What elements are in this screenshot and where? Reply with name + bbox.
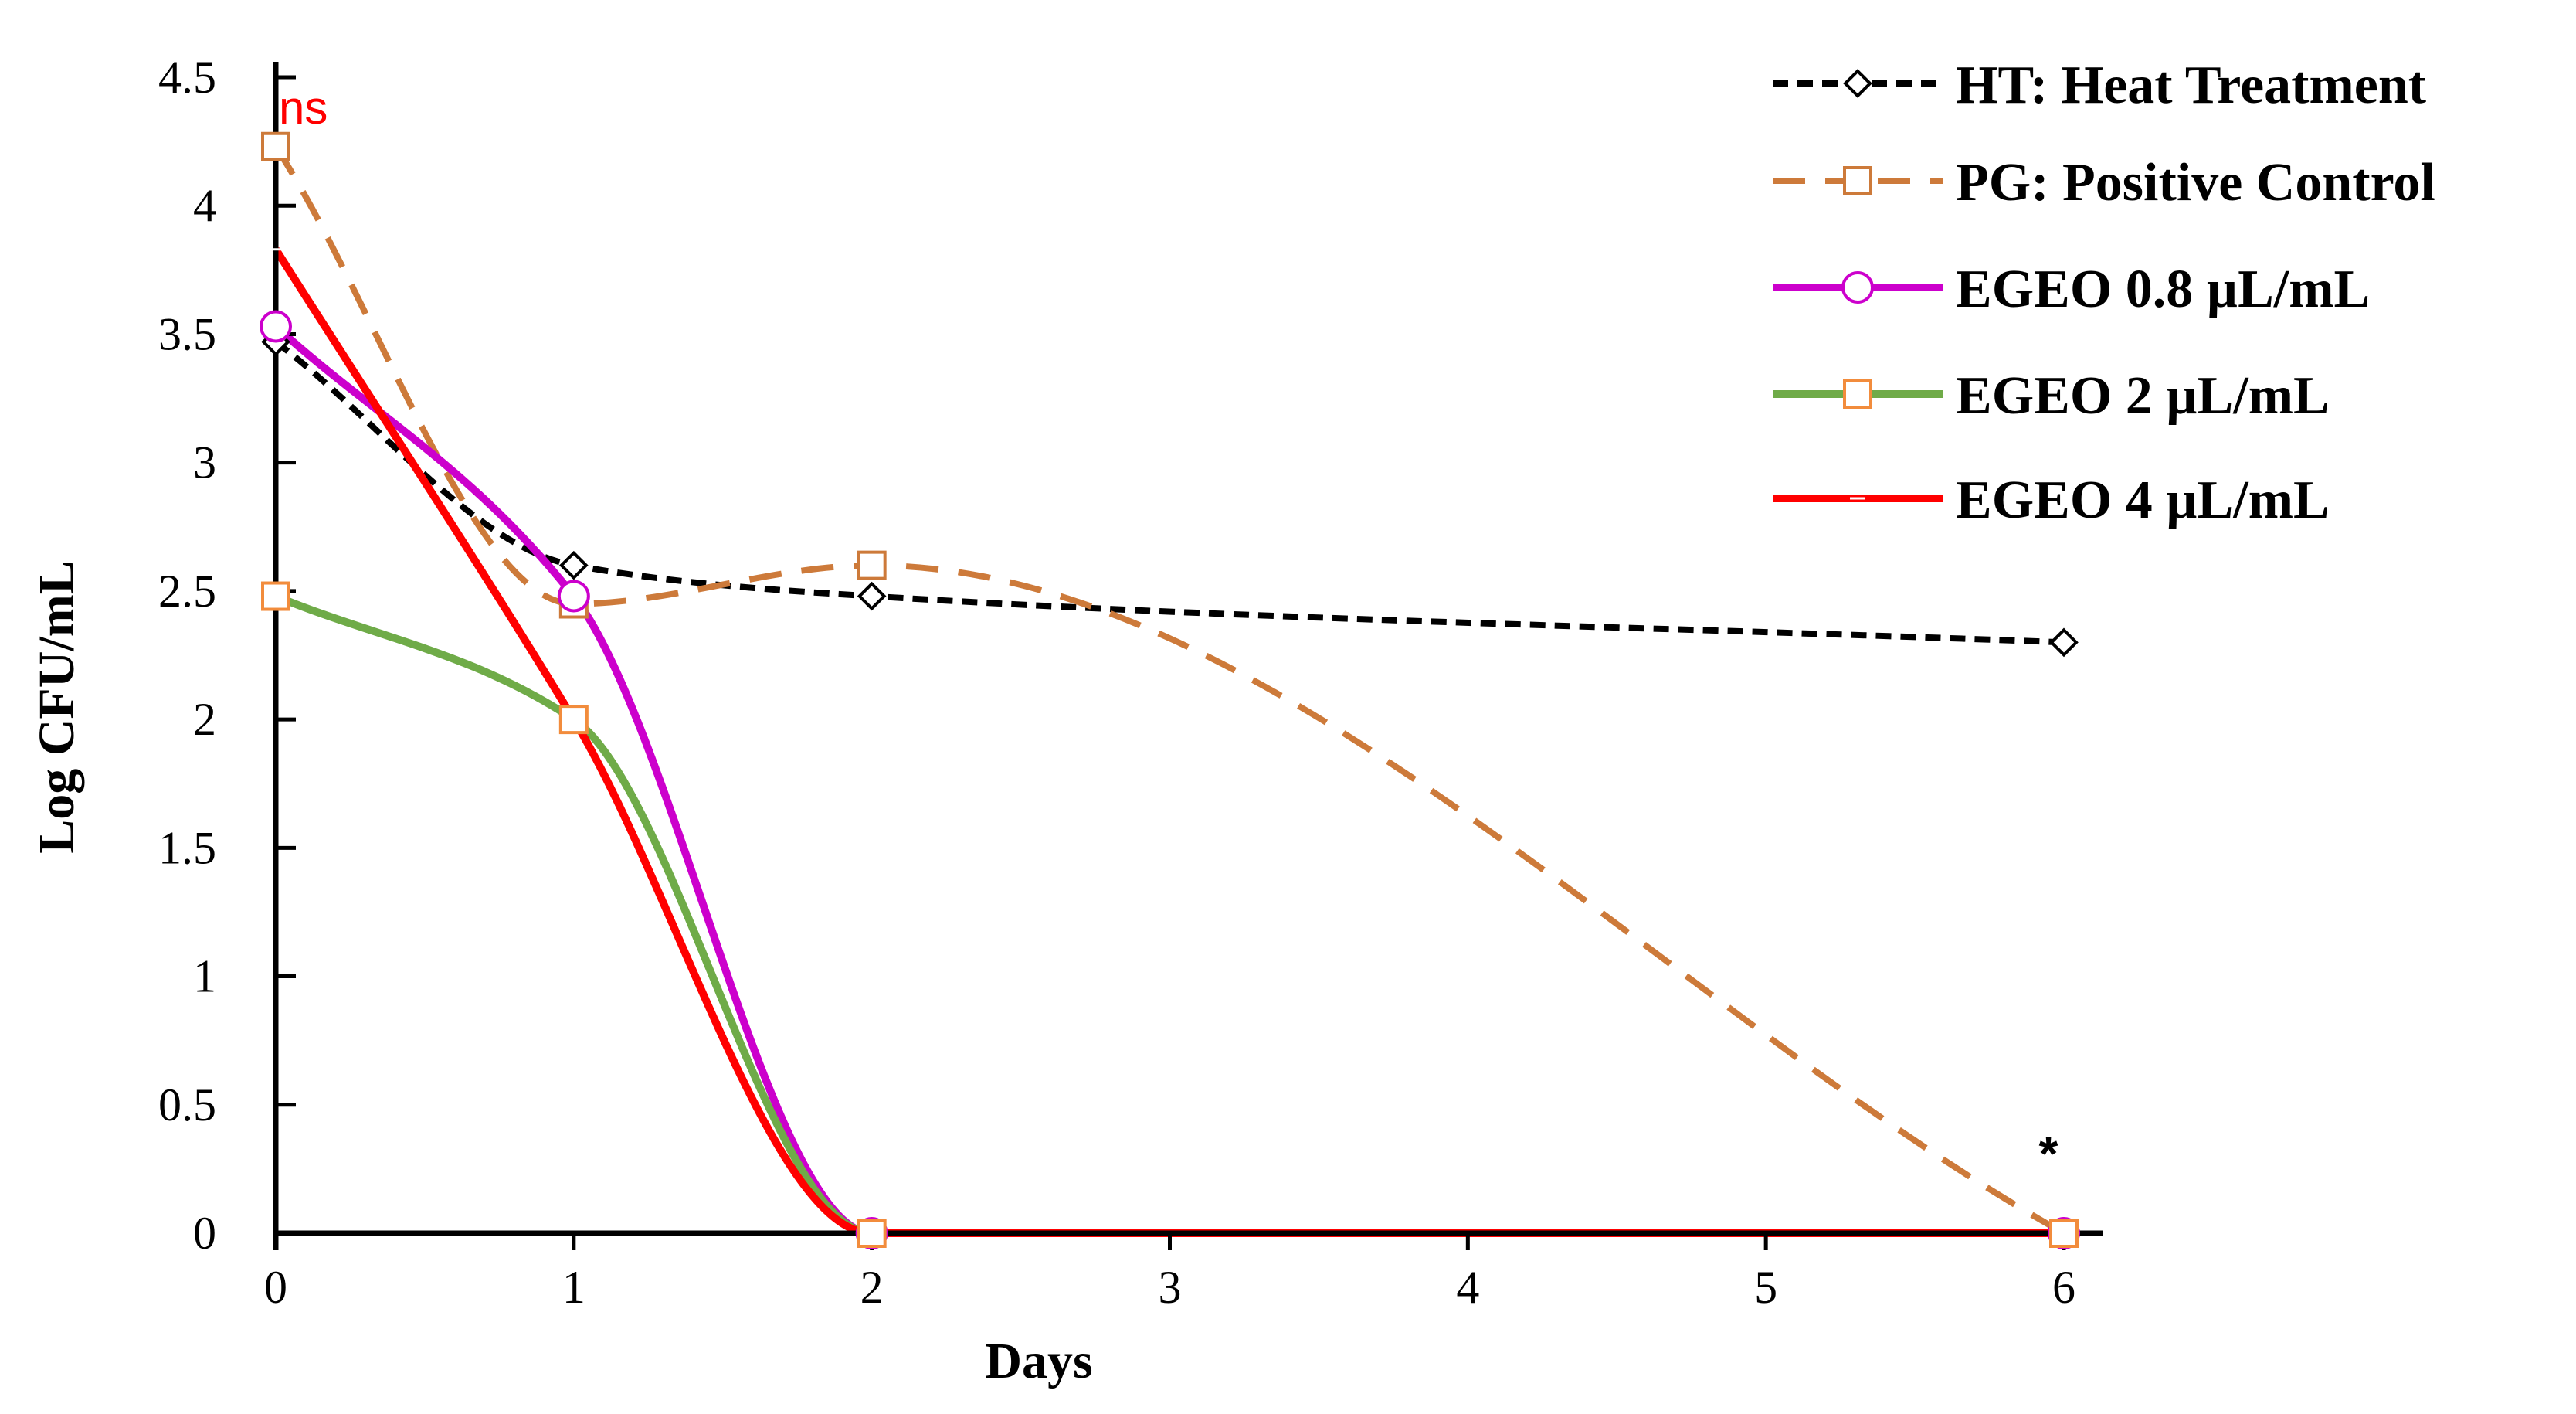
legend-marker-egeo-0-8-l-ml xyxy=(1841,271,1874,304)
series-line-egeo-2-l-ml xyxy=(274,592,2064,1238)
data-point-egeo-0-8-l-ml-1 xyxy=(557,580,590,613)
x-axis-title: Days xyxy=(985,1333,1092,1389)
y-tick-label: 1.5 xyxy=(158,822,216,873)
y-tick-label: 2 xyxy=(193,694,216,745)
y-tick-label: 1 xyxy=(193,951,216,1002)
legend-marker-egeo-2-l-ml xyxy=(1843,379,1872,409)
y-tick-label: 3 xyxy=(193,437,216,488)
x-tick-label: 6 xyxy=(2052,1262,2075,1313)
data-point-pg-positive-control-2 xyxy=(857,550,887,580)
data-point-ht-heat-treatment-3 xyxy=(2049,627,2079,658)
legend-label-egeo-0-8-l-ml: EGEO 0.8 µL/mL xyxy=(1956,260,2370,319)
legend-label-egeo-4-l-ml: EGEO 4 µL/mL xyxy=(1956,471,2330,530)
annotation-asterisk: * xyxy=(2039,1126,2058,1181)
y-tick-label: 3.5 xyxy=(158,308,216,359)
y-axis-title: Log CFU/mL xyxy=(29,560,85,854)
series-markers xyxy=(260,131,2080,1249)
legend-marker-pg-positive-control xyxy=(1843,166,1872,195)
legend-item-ht-heat-treatment: HT: Heat Treatment xyxy=(1773,56,2426,115)
x-tick-label: 1 xyxy=(562,1262,585,1313)
series-lines xyxy=(272,144,2065,1238)
legend-item-egeo-2-l-ml: EGEO 2 µL/mL xyxy=(1773,366,2330,426)
data-point-ht-heat-treatment-1 xyxy=(559,550,589,580)
tick-labels: 0 0.5 1 1.5 2 2.5 3 3.5 4 4.5 0 1 2 3 4 5 6 xyxy=(158,52,2075,1313)
x-tick-label: 4 xyxy=(1456,1262,1479,1313)
y-tick-label: 0.5 xyxy=(158,1079,216,1130)
series-line-pg-positive-control xyxy=(273,144,2065,1236)
data-point-egeo-0-8-l-ml-0 xyxy=(260,310,292,343)
legend-label-pg-positive-control: PG: Positive Control xyxy=(1956,153,2435,212)
series-line-egeo-0-8-l-ml xyxy=(273,323,2064,1238)
y-tick-label: 4.5 xyxy=(158,52,216,103)
y-tick-label: 0 xyxy=(193,1208,216,1259)
data-point-egeo-2-l-ml-0 xyxy=(261,581,290,611)
legend-item-egeo-4-l-ml: EGEO 4 µL/mL xyxy=(1773,471,2330,530)
x-tick-label: 5 xyxy=(1754,1262,1777,1313)
legend-marker-ht-heat-treatment xyxy=(1843,69,1872,98)
y-tick-label: 2.5 xyxy=(158,566,216,617)
x-tick-label: 0 xyxy=(264,1262,287,1313)
data-point-ht-heat-treatment-2 xyxy=(857,581,887,611)
data-point-pg-positive-control-0 xyxy=(261,131,290,161)
legend-label-egeo-2-l-ml: EGEO 2 µL/mL xyxy=(1956,366,2330,426)
y-tick-label: 4 xyxy=(193,180,216,231)
axes xyxy=(273,62,2103,1250)
legend-item-egeo-0-8-l-ml: EGEO 0.8 µL/mL xyxy=(1773,260,2370,319)
legend-item-pg-positive-control: PG: Positive Control xyxy=(1773,153,2435,212)
x-tick-label: 3 xyxy=(1159,1262,1182,1313)
x-tick-label: 2 xyxy=(860,1262,884,1313)
legend: HT: Heat Treatment PG: Positive Control EG… xyxy=(1773,56,2435,530)
series-line-ht-heat-treatment xyxy=(273,339,2065,646)
annotations: ns * xyxy=(279,82,2058,1181)
annotation-ns: ns xyxy=(279,82,328,134)
legend-label-ht-heat-treatment: HT: Heat Treatment xyxy=(1956,56,2426,115)
